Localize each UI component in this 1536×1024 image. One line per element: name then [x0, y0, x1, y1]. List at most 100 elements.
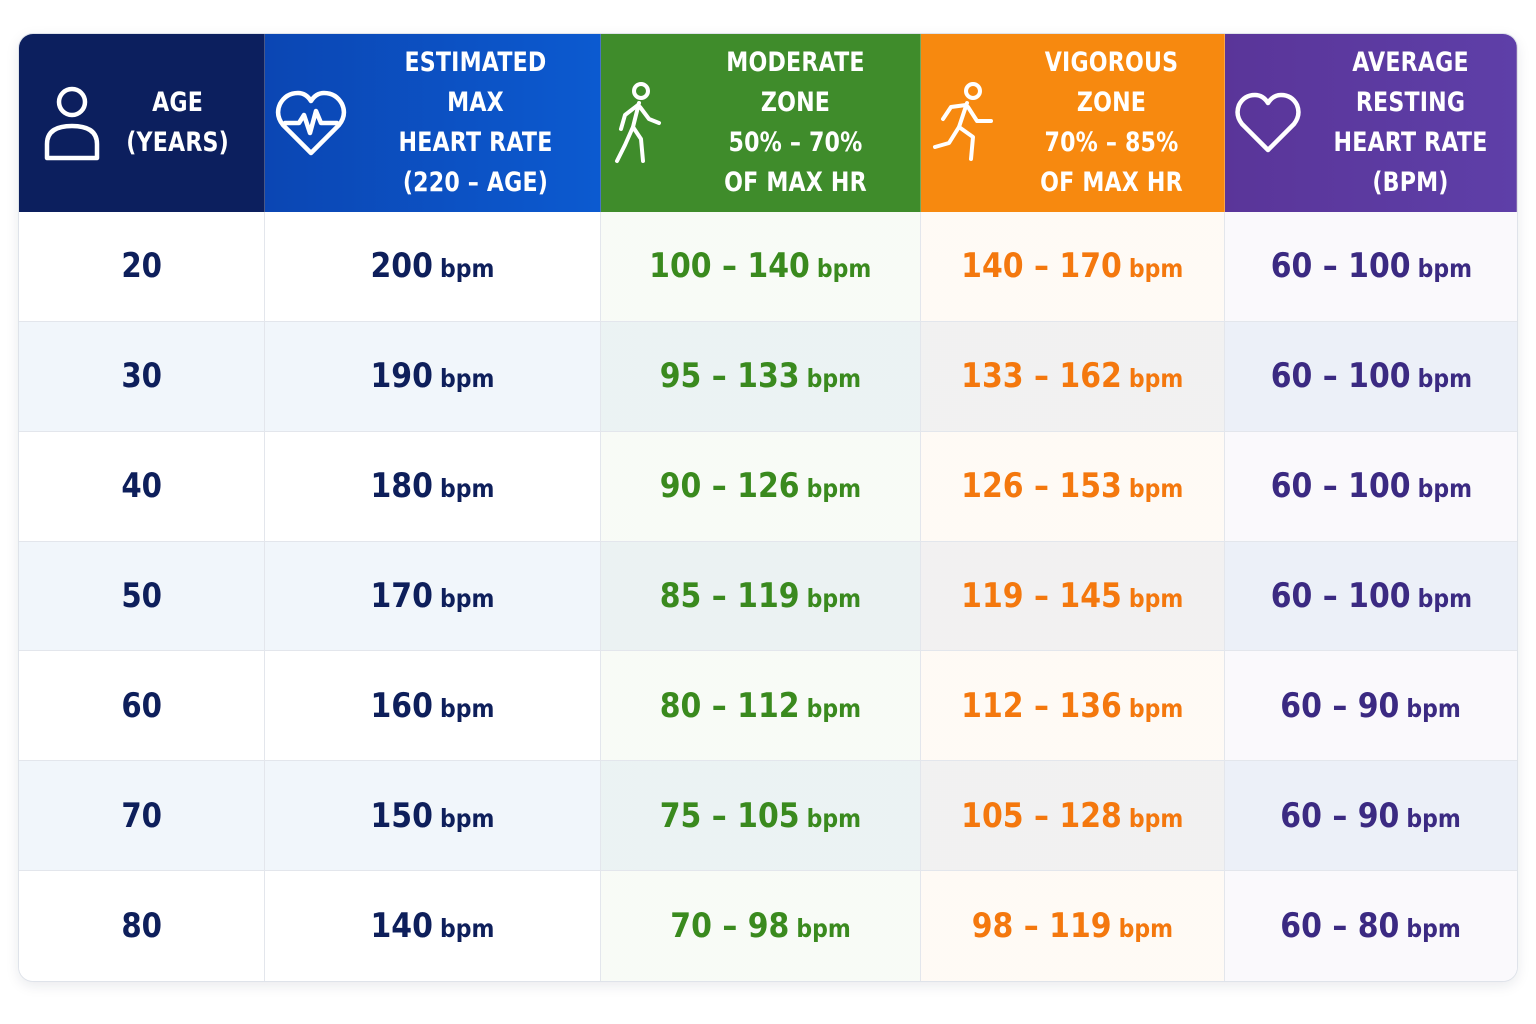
unit-label: bpm	[440, 474, 495, 504]
unit-label: bpm	[1417, 364, 1472, 394]
cell-age: 60	[19, 651, 265, 762]
resting-number: 60 – 100	[1270, 356, 1411, 397]
cell-age: 80	[19, 871, 265, 981]
vigorous-value: 112 – 136 bpm	[961, 686, 1183, 726]
moderate-number: 75 – 105	[659, 795, 800, 836]
max-number: 160	[370, 685, 433, 726]
unit-label: bpm	[1129, 693, 1184, 723]
header-moderate-label: MODERATE ZONE 50% – 70% OF MAX HR	[702, 43, 890, 203]
unit-label: bpm	[1406, 693, 1462, 723]
header-line: HEART RATE	[398, 127, 553, 158]
cell-moderate: 95 – 133 bpm	[601, 321, 921, 432]
resting-value: 60 – 100 bpm	[1270, 466, 1471, 506]
header-line: HEART RATE	[1333, 127, 1488, 158]
cell-resting: 60 – 100 bpm	[1225, 431, 1517, 542]
header-line: ESTIMATED MAX	[404, 47, 547, 118]
unit-label: bpm	[806, 364, 862, 394]
header-line: OF MAX HR	[724, 167, 867, 198]
header-line: AVERAGE RESTING	[1352, 47, 1469, 118]
cell-moderate: 90 – 126 bpm	[601, 431, 921, 542]
walking-icon	[611, 81, 667, 165]
max-number: 200	[370, 246, 433, 287]
unit-label: bpm	[1129, 364, 1184, 394]
max-value: 180 bpm	[371, 466, 495, 506]
max-value: 170 bpm	[371, 576, 495, 616]
cell-age: 40	[19, 431, 265, 542]
header-age-label: AGE (YEARS)	[126, 83, 229, 163]
cell-vigorous: 112 – 136 bpm	[921, 651, 1225, 762]
max-value: 150 bpm	[371, 796, 495, 836]
header-resting: AVERAGE RESTING HEART RATE (BPM)	[1225, 34, 1517, 212]
unit-label: bpm	[440, 583, 495, 613]
table-grid: AGE (YEARS) ESTIMATED MAX HEART RATE (220 – …	[19, 34, 1517, 981]
unit-label: bpm	[1129, 803, 1184, 833]
vigorous-value: 119 – 145 bpm	[961, 576, 1183, 616]
age-value: 30	[121, 356, 162, 397]
cell-max: 200 bpm	[265, 212, 601, 322]
cell-max: 160 bpm	[265, 651, 601, 762]
cell-max: 170 bpm	[265, 541, 601, 652]
unit-label: bpm	[1417, 254, 1472, 284]
resting-number: 60 – 90	[1280, 795, 1400, 836]
cell-max: 190 bpm	[265, 321, 601, 432]
cell-resting: 60 – 100 bpm	[1225, 321, 1517, 432]
cell-moderate: 80 – 112 bpm	[601, 651, 921, 762]
cell-age: 70	[19, 761, 265, 872]
age-value: 50	[121, 575, 162, 616]
moderate-value: 85 – 119 bpm	[660, 576, 861, 616]
max-value: 200 bpm	[371, 246, 495, 286]
moderate-value: 90 – 126 bpm	[660, 466, 861, 506]
resting-value: 60 – 90 bpm	[1281, 686, 1462, 726]
resting-value: 60 – 100 bpm	[1270, 356, 1471, 396]
unit-label: bpm	[440, 364, 495, 394]
header-line: (BPM)	[1372, 167, 1449, 198]
age-value: 80	[121, 905, 162, 946]
unit-label: bpm	[1406, 803, 1462, 833]
unit-label: bpm	[440, 254, 495, 284]
header-line: (220 – AGE)	[402, 167, 549, 198]
header-line: VIGOROUS ZONE	[1044, 47, 1179, 118]
unit-label: bpm	[440, 803, 495, 833]
moderate-value: 100 – 140 bpm	[649, 246, 871, 286]
vigorous-number: 133 – 162	[961, 356, 1123, 397]
unit-label: bpm	[806, 693, 862, 723]
unit-label: bpm	[1129, 474, 1184, 504]
unit-label: bpm	[1417, 474, 1472, 504]
heart-pulse-icon	[275, 87, 347, 159]
moderate-value: 75 – 105 bpm	[660, 796, 861, 836]
vigorous-number: 126 – 153	[961, 466, 1123, 507]
age-value: 70	[121, 795, 162, 836]
max-value: 140 bpm	[371, 906, 495, 946]
cell-moderate: 100 – 140 bpm	[601, 212, 921, 322]
heart-rate-table: AGE (YEARS) ESTIMATED MAX HEART RATE (220 – …	[19, 34, 1517, 981]
resting-value: 60 – 80 bpm	[1281, 906, 1462, 946]
age-value: 40	[121, 466, 162, 507]
max-number: 190	[370, 356, 433, 397]
header-line: OF MAX HR	[1040, 167, 1183, 198]
vigorous-value: 98 – 119 bpm	[972, 906, 1173, 946]
moderate-number: 85 – 119	[659, 575, 800, 616]
unit-label: bpm	[1129, 254, 1184, 284]
running-icon	[931, 81, 995, 165]
unit-label: bpm	[440, 693, 495, 723]
resting-value: 60 – 100 bpm	[1270, 246, 1471, 286]
cell-resting: 60 – 100 bpm	[1225, 212, 1517, 322]
moderate-value: 70 – 98 bpm	[670, 906, 851, 946]
max-value: 190 bpm	[371, 356, 495, 396]
header-age: AGE (YEARS)	[19, 34, 265, 212]
vigorous-number: 119 – 145	[961, 575, 1123, 616]
vigorous-value: 133 – 162 bpm	[961, 356, 1183, 396]
age-value: 60	[121, 685, 162, 726]
cell-vigorous: 140 – 170 bpm	[921, 212, 1225, 322]
vigorous-number: 98 – 119	[971, 905, 1112, 946]
cell-resting: 60 – 80 bpm	[1225, 871, 1517, 981]
unit-label: bpm	[796, 913, 851, 943]
cell-vigorous: 119 – 145 bpm	[921, 541, 1225, 652]
vigorous-value: 140 – 170 bpm	[961, 246, 1183, 286]
header-resting-label: AVERAGE RESTING HEART RATE (BPM)	[1332, 43, 1489, 203]
age-value: 20	[121, 246, 162, 287]
cell-max: 150 bpm	[265, 761, 601, 872]
unit-label: bpm	[817, 254, 872, 284]
cell-age: 50	[19, 541, 265, 652]
header-line: AGE	[152, 87, 203, 118]
